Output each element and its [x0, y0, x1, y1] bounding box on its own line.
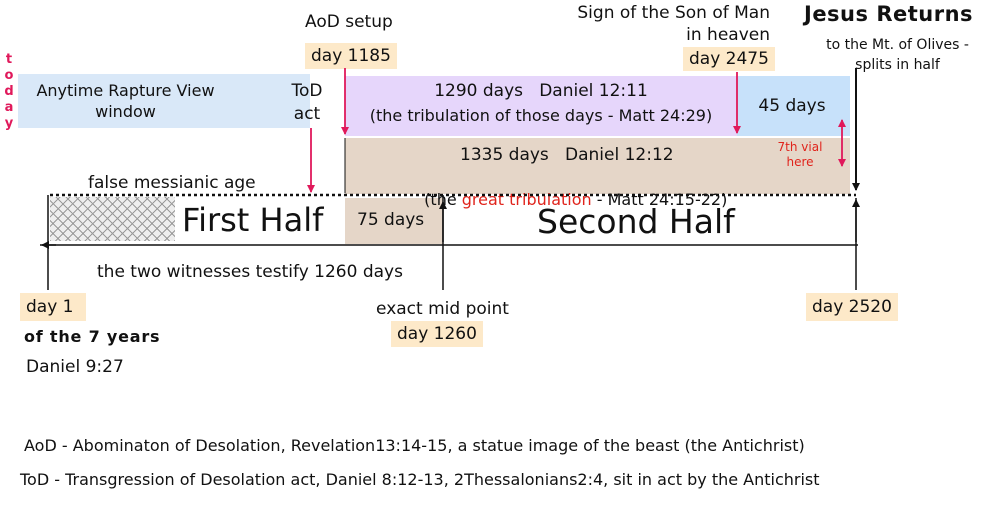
seventh-vial-label: 7th vial here [768, 140, 832, 170]
tod-act-line: act [293, 104, 321, 124]
false-messianic-label: false messianic age [88, 173, 256, 193]
rapture-window-band [18, 74, 310, 128]
day-1185-label: day 1185 [305, 43, 397, 69]
day-2520-label: day 2520 [806, 293, 898, 321]
days-1290-title: 1290 days Daniel 12:11 [434, 81, 648, 101]
days-1335-title: 1335 days Daniel 12:12 [460, 145, 674, 165]
vial-line: here [786, 155, 814, 169]
first-half-label: First Half [182, 201, 324, 239]
rapture-window-line: window [95, 102, 156, 121]
mt-olives-line: to the Mt. of Olives - [826, 37, 969, 53]
today-letter: y [4, 116, 14, 131]
today-letter: t [5, 52, 13, 67]
band-1335-days [345, 138, 850, 194]
band-1290-days [345, 76, 737, 136]
band-45-days [737, 76, 850, 136]
jesus-returns-title: Jesus Returns [804, 2, 974, 26]
days-1290-subtitle: (the tribulation of those days - Matt 24… [369, 106, 713, 125]
mid-point-label: exact mid point [376, 299, 509, 319]
days-45-label: 45 days [758, 96, 826, 116]
mt-olives-label: to the Mt. of Olives - splits in half [805, 35, 990, 75]
day-2475-label: day 2475 [683, 47, 775, 71]
vial-line: 7th vial [777, 140, 823, 154]
sign-line: Sign of the Son of Man [577, 3, 770, 23]
mt-olives-line: splits in half [855, 57, 940, 73]
tod-act-label: ToD act [282, 80, 332, 126]
footnote-aod: AoD - Abominaton of Desolation, Revelati… [24, 436, 805, 455]
aod-setup-label: AoD setup [305, 12, 393, 32]
day-1-label: day 1 [20, 293, 86, 321]
band-75-days [345, 198, 443, 244]
sign-line: in heaven [686, 25, 770, 45]
today-letter: o [4, 68, 14, 83]
rapture-window-line: Anytime Rapture View [36, 81, 215, 100]
seven-years-label: of the 7 years [24, 327, 161, 346]
day-1260-label: day 1260 [391, 321, 483, 347]
hatched-region [50, 197, 175, 241]
today-letter: a [4, 100, 14, 115]
second-half-label: Second Half [537, 202, 735, 241]
days-75-label: 75 days [357, 210, 425, 230]
footnote-tod: ToD - Transgression of Desolation act, D… [20, 470, 820, 489]
today-letter: d [4, 84, 14, 99]
tod-act-line: ToD [291, 81, 323, 101]
today-label: t o d a y [2, 52, 16, 132]
two-witnesses-label: the two witnesses testify 1260 days [97, 262, 403, 282]
sign-son-of-man-label: Sign of the Son of Man in heaven [555, 2, 770, 46]
rapture-window-label: Anytime Rapture View window [18, 80, 233, 122]
daniel-927-label: Daniel 9:27 [26, 357, 124, 377]
